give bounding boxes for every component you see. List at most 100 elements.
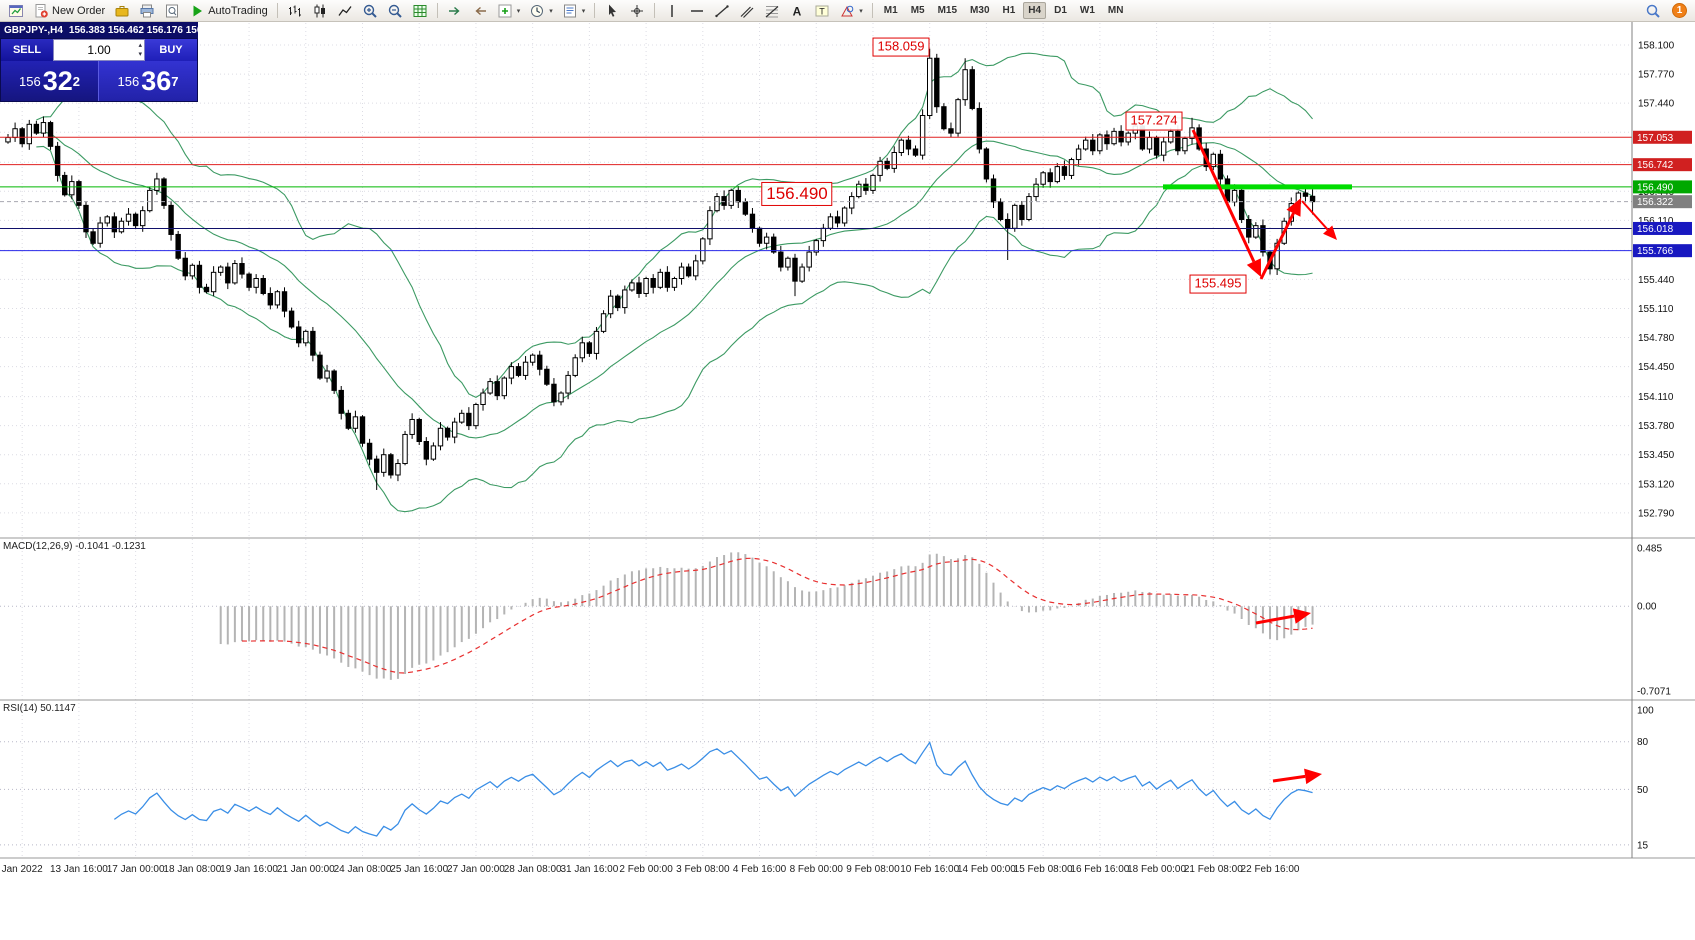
price-callout[interactable]: 155.495 bbox=[1189, 274, 1247, 294]
chevron-down-icon: ▾ bbox=[516, 7, 521, 15]
horizontal-line-button[interactable] bbox=[685, 1, 709, 20]
panel-separators[interactable] bbox=[0, 22, 1695, 859]
channel-icon bbox=[739, 3, 755, 19]
timeframe-m1-button[interactable]: M1 bbox=[879, 2, 903, 19]
zoom-out-button[interactable] bbox=[383, 1, 407, 20]
svg-text:157.440: 157.440 bbox=[1638, 99, 1675, 110]
toolbar-separator bbox=[871, 3, 873, 18]
price-callout[interactable]: 157.274 bbox=[1125, 111, 1183, 131]
trendline-button[interactable] bbox=[710, 1, 734, 20]
printer-icon bbox=[139, 3, 155, 19]
arrows-button[interactable]: ▾ bbox=[835, 1, 867, 20]
templates-button[interactable]: ▾ bbox=[558, 1, 590, 20]
svg-text:155.440: 155.440 bbox=[1638, 275, 1675, 286]
svg-text:154.450: 154.450 bbox=[1638, 362, 1675, 373]
chevron-down-icon: ▾ bbox=[581, 7, 586, 15]
svg-text:2 Feb 00:00: 2 Feb 00:00 bbox=[619, 864, 673, 875]
chart-title-bar: GBPJPY-,H4 156.383 156.462 156.176 156.3… bbox=[0, 22, 222, 38]
equidistant-channel-button[interactable] bbox=[735, 1, 759, 20]
preview-icon bbox=[164, 3, 180, 19]
svg-text:31 Jan 16:00: 31 Jan 16:00 bbox=[560, 864, 618, 875]
candlestick-chart-button[interactable] bbox=[308, 1, 332, 20]
timeframe-h1-button[interactable]: H1 bbox=[998, 2, 1021, 19]
price-callout[interactable]: 158.059 bbox=[872, 37, 930, 57]
play-icon bbox=[189, 3, 205, 19]
candlesticks bbox=[5, 48, 1316, 490]
buy-button[interactable]: BUY bbox=[145, 39, 197, 61]
svg-text:154.110: 154.110 bbox=[1638, 392, 1674, 403]
svg-text:24 Jan 08:00: 24 Jan 08:00 bbox=[334, 864, 392, 875]
svg-text:10 Feb 16:00: 10 Feb 16:00 bbox=[900, 864, 959, 875]
auto-scroll-button[interactable] bbox=[443, 1, 467, 20]
fibonacci-button[interactable] bbox=[760, 1, 784, 20]
print-preview-button[interactable] bbox=[160, 1, 184, 20]
toolbar-buttons: New Order AutoTrading ▾ ▾ ▾ A T ▾ M1 M5 M15 M30 H1 H4… bbox=[4, 1, 1129, 20]
new-order-button[interactable]: New Order bbox=[29, 1, 109, 20]
svg-text:155.766: 155.766 bbox=[1637, 246, 1674, 257]
svg-text:-0.7071: -0.7071 bbox=[1637, 686, 1671, 697]
vertical-line-button[interactable] bbox=[660, 1, 684, 20]
svg-text:16 Feb 16:00: 16 Feb 16:00 bbox=[1070, 864, 1129, 875]
sell-button[interactable]: SELL bbox=[1, 39, 53, 61]
svg-text:3 Feb 08:00: 3 Feb 08:00 bbox=[676, 864, 730, 875]
print-button[interactable] bbox=[135, 1, 159, 20]
volume-value: 1.00 bbox=[87, 43, 111, 57]
volume-spinner[interactable]: ▴ ▾ bbox=[138, 42, 142, 58]
zoom-in-button[interactable] bbox=[358, 1, 382, 20]
chevron-down-icon: ▾ bbox=[859, 7, 863, 15]
crosshair-button[interactable] bbox=[625, 1, 649, 20]
chart-plot-area[interactable] bbox=[0, 22, 1632, 538]
symbol-label: GBPJPY-,H4 bbox=[4, 24, 63, 36]
metaeditor-button[interactable] bbox=[110, 1, 134, 20]
new-order-label: New Order bbox=[52, 4, 106, 17]
timeframe-m5-button[interactable]: M5 bbox=[906, 2, 930, 19]
periods-button[interactable]: ▾ bbox=[525, 1, 557, 20]
svg-text:158.100: 158.100 bbox=[1638, 41, 1675, 52]
toolbar-separator bbox=[436, 3, 438, 18]
annotation-arrows[interactable] bbox=[1191, 129, 1337, 785]
svg-text:0.00: 0.00 bbox=[1637, 602, 1657, 613]
svg-text:153.780: 153.780 bbox=[1638, 421, 1675, 432]
svg-text:157.053: 157.053 bbox=[1637, 133, 1674, 144]
sell-price-big-figure: 156 bbox=[19, 73, 41, 89]
line-chart-button[interactable] bbox=[333, 1, 357, 20]
svg-text:157.770: 157.770 bbox=[1638, 70, 1675, 81]
sell-price-pips: 32 bbox=[42, 65, 73, 96]
timeframe-d1-button[interactable]: D1 bbox=[1049, 2, 1072, 19]
svg-text:21 Jan 00:00: 21 Jan 00:00 bbox=[277, 864, 335, 875]
tile-windows-button[interactable] bbox=[408, 1, 432, 20]
text-button[interactable]: A bbox=[785, 1, 809, 20]
search-button[interactable] bbox=[1641, 1, 1665, 20]
sell-price[interactable]: 156 32 2 bbox=[1, 61, 99, 101]
cursor-button[interactable] bbox=[600, 1, 624, 20]
timeframe-h4-button[interactable]: H4 bbox=[1023, 2, 1047, 19]
text-label-button[interactable]: T bbox=[810, 1, 834, 20]
svg-text:156.490: 156.490 bbox=[1637, 182, 1674, 193]
price-callout[interactable]: 156.490 bbox=[761, 181, 833, 207]
autotrading-label: AutoTrading bbox=[208, 4, 268, 17]
volume-input[interactable]: 1.00 ▴ ▾ bbox=[53, 39, 145, 61]
clock-icon bbox=[529, 3, 545, 19]
rsi-panel: 100 80 50 15 bbox=[0, 705, 1654, 851]
toolbar-right: 1 bbox=[1641, 1, 1691, 20]
notification-badge[interactable]: 1 bbox=[1672, 3, 1687, 18]
autotrading-button[interactable]: AutoTrading bbox=[185, 1, 272, 20]
indicator-plus-icon bbox=[497, 3, 513, 19]
toolbar-separator bbox=[654, 3, 656, 18]
bar-chart-button[interactable] bbox=[283, 1, 307, 20]
svg-text:19 Jan 16:00: 19 Jan 16:00 bbox=[220, 864, 278, 875]
search-icon bbox=[1645, 3, 1661, 19]
indicators-button[interactable]: ▾ bbox=[493, 1, 525, 20]
timeframe-mn-button[interactable]: MN bbox=[1103, 2, 1129, 19]
shapes-icon bbox=[839, 3, 855, 19]
timeframe-w1-button[interactable]: W1 bbox=[1075, 2, 1100, 19]
chart-shift-button[interactable] bbox=[468, 1, 492, 20]
price-axis[interactable]: 158.100157.770157.440156.440156.110155.4… bbox=[1633, 41, 1692, 520]
svg-text:8 Feb 00:00: 8 Feb 00:00 bbox=[790, 864, 844, 875]
new-chart-button[interactable] bbox=[4, 1, 28, 20]
buy-price[interactable]: 156 36 7 bbox=[99, 61, 197, 101]
timeframe-m15-button[interactable]: M15 bbox=[933, 2, 962, 19]
timeframe-m30-button[interactable]: M30 bbox=[965, 2, 994, 19]
